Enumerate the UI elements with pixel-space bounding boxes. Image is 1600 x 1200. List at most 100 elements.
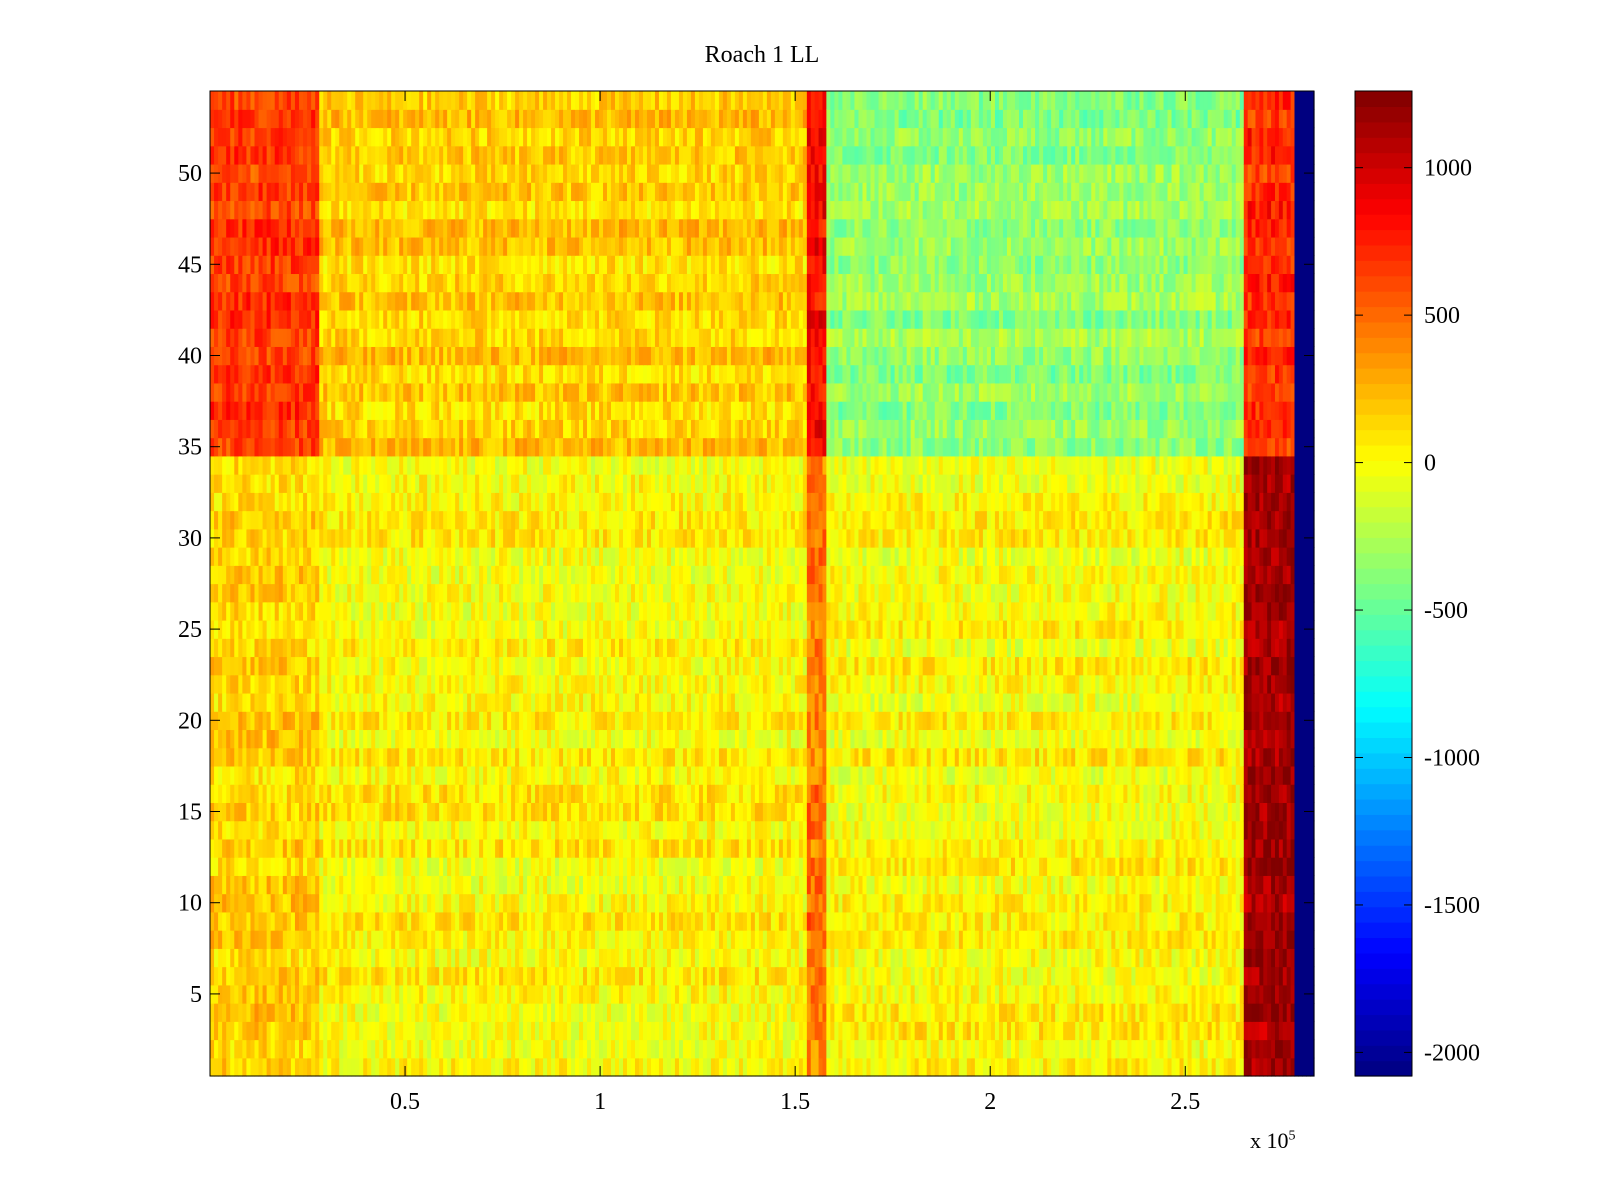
heatmap-cell (311, 474, 316, 493)
heatmap-cell (479, 601, 484, 621)
heatmap-cell (282, 163, 288, 183)
heatmap-cell (650, 930, 656, 949)
heatmap-cell (367, 966, 372, 986)
heatmap-cell (583, 948, 588, 968)
heatmap-cell (754, 674, 760, 694)
heatmap-cell (646, 1057, 652, 1077)
heatmap-cell (487, 619, 492, 639)
heatmap-cell (347, 838, 352, 858)
heatmap-cell (535, 948, 540, 968)
heatmap-cell (563, 619, 568, 639)
heatmap-cell (423, 692, 428, 712)
heatmap-cell (339, 1057, 344, 1077)
heatmap-cell (371, 911, 376, 931)
heatmap-cell (483, 820, 488, 840)
heatmap-cell (270, 109, 276, 129)
heatmap-cell (802, 729, 808, 749)
heatmap-cell (431, 1003, 436, 1022)
heatmap-cell (210, 656, 215, 676)
heatmap-cell (331, 838, 336, 858)
heatmap-cell (278, 364, 284, 384)
heatmap-cell (499, 966, 504, 986)
heatmap-cell (670, 583, 676, 603)
heatmap-cell (662, 729, 668, 749)
heatmap-cell (395, 984, 400, 1004)
heatmap-cell (403, 966, 408, 986)
heatmap-cell (762, 638, 768, 658)
heatmap-cell (299, 820, 304, 840)
heatmap-cell (802, 838, 808, 858)
heatmap-cell (359, 966, 364, 986)
heatmap-cell (299, 948, 304, 968)
heatmap-cell (447, 966, 452, 986)
heatmap-cell (427, 729, 432, 749)
heatmap-cell (447, 601, 452, 621)
heatmap-cell (299, 1003, 304, 1022)
heatmap-cell (646, 1003, 652, 1022)
heatmap-cell (654, 802, 660, 822)
heatmap-cell (399, 966, 404, 986)
heatmap-cell (347, 984, 352, 1004)
heatmap-cell (234, 127, 239, 147)
heatmap-cell (627, 1021, 632, 1041)
heatmap-cell (694, 1039, 700, 1059)
heatmap-cell (299, 382, 304, 402)
heatmap-cell (391, 930, 396, 949)
heatmap-cell (210, 565, 215, 585)
heatmap-cell (258, 309, 264, 329)
heatmap-cell (662, 930, 668, 949)
heatmap-cell (427, 1057, 432, 1077)
heatmap-cell (754, 711, 760, 731)
heatmap-cell (682, 547, 688, 566)
heatmap-cell (371, 948, 376, 968)
heatmap-cell (399, 875, 404, 895)
heatmap-cell (234, 437, 239, 457)
heatmap-cell (315, 656, 320, 676)
heatmap-cell (427, 875, 432, 895)
heatmap-cell (415, 948, 420, 968)
heatmap-cell (467, 711, 472, 731)
heatmap-cell (694, 1057, 700, 1077)
chart-title: Roach 1 LL (704, 42, 820, 68)
heatmap-cell (619, 930, 624, 949)
heatmap-cell (315, 547, 320, 566)
heatmap-cell (311, 145, 316, 165)
heatmap-cell (262, 255, 268, 275)
heatmap-cell (762, 1057, 768, 1077)
heatmap-cell (475, 583, 480, 603)
heatmap-cell (299, 765, 304, 785)
heatmap-cell (363, 838, 368, 858)
heatmap-cell (690, 1021, 696, 1041)
heatmap-cell (455, 565, 460, 585)
heatmap-cell (778, 729, 784, 749)
heatmap-cell (678, 638, 684, 658)
heatmap-cell (290, 145, 296, 165)
heatmap-cell (666, 765, 672, 785)
heatmap-cell (262, 145, 268, 165)
heatmap-cell (379, 601, 384, 621)
heatmap-cell (475, 1057, 480, 1077)
heatmap-cell (483, 948, 488, 968)
heatmap-cell (754, 857, 760, 876)
heatmap-cell (778, 547, 784, 566)
heatmap-cell (559, 601, 564, 621)
heatmap-cell (690, 656, 696, 676)
heatmap-cell (246, 455, 252, 475)
heatmap-cell (294, 619, 300, 639)
heatmap-cell (294, 838, 300, 858)
heatmap-cell (262, 656, 268, 676)
heatmap-cell (499, 1021, 504, 1041)
heatmap-cell (375, 583, 380, 603)
heatmap-cell (303, 346, 308, 366)
heatmap-cell (234, 948, 239, 968)
heatmap-cell (395, 1021, 400, 1041)
heatmap-cell (230, 547, 235, 566)
heatmap-cell (278, 163, 284, 183)
heatmap-cell (630, 802, 636, 822)
heatmap-cell (770, 601, 776, 621)
heatmap-cell (750, 911, 756, 931)
heatmap-cell (519, 875, 524, 895)
heatmap-cell (730, 838, 736, 858)
heatmap-cell (531, 1003, 536, 1022)
heatmap-cell (666, 948, 672, 968)
